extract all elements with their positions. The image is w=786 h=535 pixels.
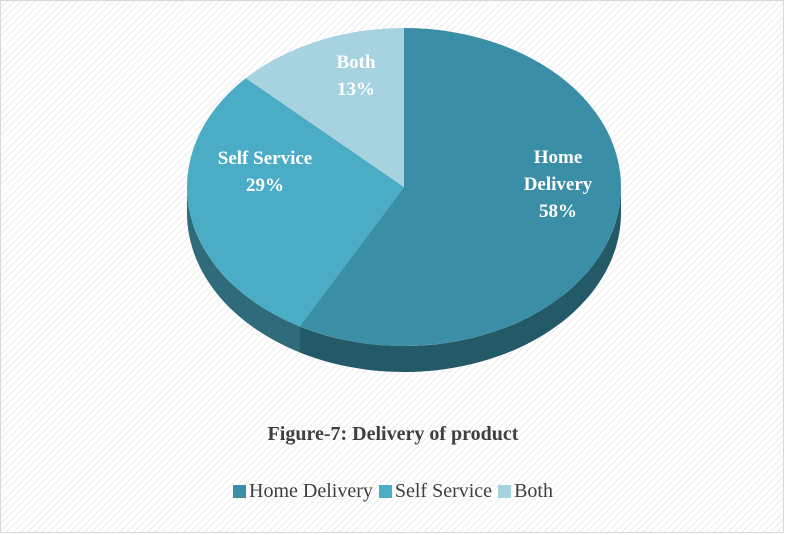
slice: [299, 28, 621, 346]
slice-side: [187, 187, 300, 353]
data-label-name: Self Service: [217, 148, 313, 169]
legend-label: Home Delivery: [249, 480, 373, 502]
legend-swatch: [498, 485, 512, 498]
chart-title: Figure-7: Delivery of product: [267, 423, 519, 445]
legend-item: Both: [498, 480, 553, 503]
legend-swatch: [378, 485, 392, 498]
slice-side: [299, 187, 621, 372]
slice: [245, 28, 404, 187]
data-label: Home Delivery 58%: [508, 144, 608, 225]
data-label-value: 13%: [337, 79, 375, 100]
data-label-value: 58%: [539, 201, 577, 222]
pie: [187, 28, 621, 372]
legend-swatch: [233, 485, 247, 498]
data-label-name: Home Delivery: [523, 147, 593, 195]
legend-item: Self Service: [378, 480, 493, 503]
data-label-name: Both: [336, 52, 376, 73]
legend-label: Both: [514, 480, 553, 502]
legend-label: Self Service: [394, 480, 493, 502]
data-label: Both 13%: [316, 49, 396, 103]
legend-item: Home Delivery: [233, 480, 373, 503]
data-label: Self Service 29%: [195, 145, 335, 199]
legend: Home Delivery Self Service Both: [0, 480, 786, 503]
data-label-value: 29%: [246, 175, 284, 196]
slice: [187, 78, 404, 327]
